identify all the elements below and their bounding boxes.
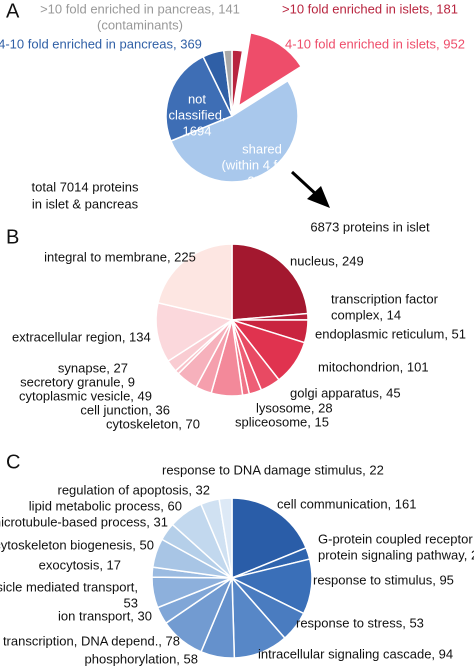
slice-label: (within 4 fold),	[222, 157, 303, 172]
slice-label: extracellular region, 134	[12, 329, 151, 344]
pie-slice	[231, 243, 309, 321]
slice-label: response to stimulus, 95	[313, 572, 454, 587]
slice-label: response to DNA damage stimulus, 22	[162, 462, 384, 477]
pie-slice	[231, 497, 308, 580]
pie-slice	[222, 49, 233, 117]
pie-slice	[237, 32, 303, 108]
note: total 7014 proteins	[32, 179, 139, 194]
pie-slice	[169, 79, 299, 183]
slice-label: not	[188, 91, 206, 106]
slice-label: cell communication, 161	[277, 496, 416, 511]
slice-label: (contaminants)	[97, 17, 183, 32]
arrow	[290, 170, 320, 198]
slice-label: complex, 14	[331, 307, 401, 322]
note: in islet & pancreas	[32, 196, 139, 211]
slice-label: cytoskeleton, 70	[106, 416, 200, 431]
slice-label: cell junction, 36	[80, 402, 170, 417]
slice-label: 4-10 fold enriched in pancreas, 369	[0, 36, 202, 51]
slice-label: G-protein coupled receptor	[318, 531, 473, 546]
slice-label: response to stress, 53	[296, 615, 424, 630]
slice-label: microtubule-based process, 31	[0, 514, 168, 529]
slice-label: 3731	[248, 173, 277, 188]
pie-slice	[231, 49, 244, 117]
slice-label: exocytosis, 17	[39, 557, 121, 572]
pie-slice	[218, 497, 233, 579]
slice-label: nucleus, 249	[290, 253, 364, 268]
slice-label: intracellular signaling cascade, 94	[258, 646, 453, 661]
slice-label: >10 fold enriched in pancreas, 141	[40, 1, 240, 16]
slice-label: 1694	[183, 123, 212, 138]
slice-label: endoplasmic reticulum, 51	[315, 326, 466, 341]
slice-label: ion transport, 30	[58, 608, 152, 623]
slice-label: 4-10 fold enriched in islets, 952	[285, 36, 465, 51]
panel-label: C	[6, 451, 20, 473]
slice-label: 53	[124, 595, 138, 610]
pie-slice	[155, 301, 234, 363]
note: 6873 proteins in islet	[310, 219, 430, 234]
slice-label: transcription factor	[331, 291, 439, 306]
slice-label: lysosome, 28	[256, 400, 333, 415]
slice-label: vesicle mediated transport,	[0, 579, 138, 594]
slice-label: >10 fold enriched in islets, 181	[282, 1, 458, 16]
slice-label: regulation of apoptosis, 32	[58, 482, 211, 497]
pie-slice	[157, 243, 233, 321]
slice-label: synapse, 27	[58, 360, 128, 375]
slice-label: lipid metabolic process, 60	[29, 498, 182, 513]
arrow-head	[307, 186, 330, 208]
slice-label: spliceosome, 15	[235, 414, 329, 429]
pie-slice	[165, 55, 234, 142]
slice-label: phosphorylation, 58	[85, 651, 198, 666]
slice-label: secretory granule, 9	[20, 374, 135, 389]
slice-label: shared	[242, 141, 282, 156]
slice-label: protein signaling pathway, 20	[318, 547, 474, 562]
slice-label: mitochondrion, 101	[318, 359, 429, 374]
panel-label: A	[6, 0, 20, 22]
slice-label: integral to membrane, 225	[44, 249, 196, 264]
slice-label: cytoskeleton biogenesis, 50	[0, 537, 154, 552]
panel-label: B	[6, 226, 19, 248]
slice-label: classified,	[168, 107, 225, 122]
slice-label: transcription, DNA depend., 78	[3, 633, 180, 648]
slice-label: golgi apparatus, 45	[290, 385, 401, 400]
slice-label: cytoplasmic vesicle, 49	[19, 388, 152, 403]
